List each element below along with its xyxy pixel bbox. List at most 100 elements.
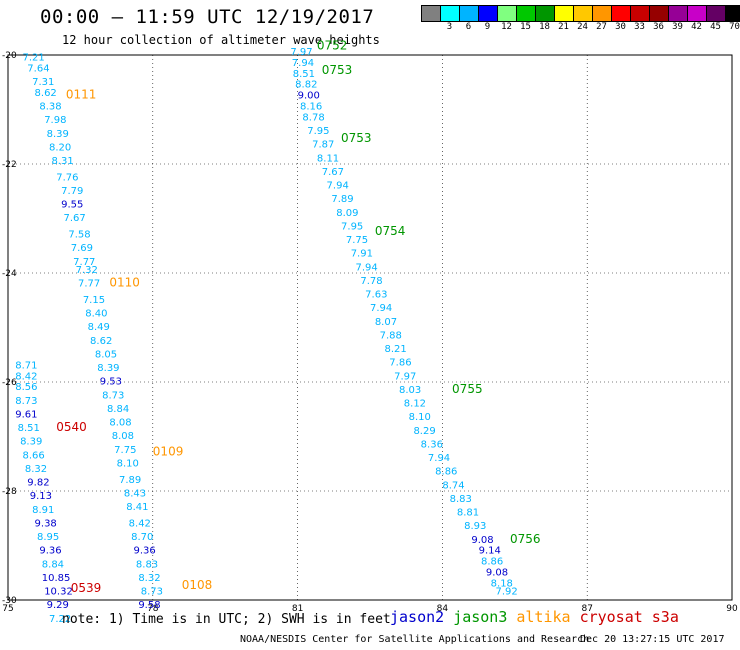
legend-label: 24 — [577, 22, 588, 32]
swh-value-cryosat: 8.71 — [15, 360, 37, 371]
legend-swatch — [479, 6, 498, 21]
swh-value-cryosat: 8.42 — [15, 371, 37, 382]
x-tick-label: 75 — [2, 604, 13, 614]
legend-label: 36 — [653, 22, 664, 32]
swh-value-altika: 8.70 — [131, 532, 153, 543]
footer-credit: NOAA/NESDIS Center for Satellite Applica… — [240, 634, 590, 645]
legend-label: 15 — [520, 22, 531, 32]
y-tick-label: -24 — [2, 269, 17, 279]
swh-value-altika: 8.42 — [129, 518, 151, 529]
swh-value-altika: 8.73 — [102, 390, 124, 401]
legend-label: 21 — [558, 22, 569, 32]
swh-value-jason3: 9.14 — [479, 546, 501, 557]
legend-swatch — [517, 6, 536, 21]
satellite-label-altika: altika — [516, 608, 571, 626]
swh-value-altika: 7.79 — [61, 186, 83, 197]
swh-value-altika: 8.38 — [39, 102, 61, 113]
legend-swatch — [593, 6, 612, 21]
swh-value-altika: 8.39 — [47, 129, 69, 140]
swh-value-jason3: 8.81 — [457, 508, 479, 519]
swh-value-altika: 8.31 — [51, 156, 73, 167]
swh-value-cryosat: 9.82 — [27, 478, 49, 489]
legend-swatch — [441, 6, 460, 21]
swh-value-altika: 8.73 — [141, 587, 163, 598]
swh-value-jason3: 8.07 — [375, 317, 397, 328]
swh-value-cryosat: 8.39 — [20, 437, 42, 448]
satellite-legend: jason2 jason3 altika cryosat s3a — [390, 608, 688, 626]
legend-label: 9 — [484, 22, 491, 32]
swh-value-altika: 7.77 — [78, 279, 100, 290]
time-label-jason3: 0756 — [510, 532, 541, 546]
x-tick-label: 78 — [147, 604, 159, 614]
swh-value-altika: 8.41 — [126, 502, 148, 513]
swh-value-jason3: 7.95 — [341, 221, 363, 232]
swh-value-altika: 8.40 — [85, 309, 107, 320]
legend-label: 42 — [691, 22, 702, 32]
swh-value-jason3: 8.21 — [384, 344, 406, 355]
swh-value-jason3: 8.36 — [421, 439, 443, 450]
swh-value-jason3: 9.00 — [298, 91, 320, 102]
y-tick-label: -30 — [2, 596, 17, 606]
swh-value-altika: 8.43 — [124, 488, 146, 499]
swh-value-jason3: 8.11 — [317, 153, 339, 164]
swh-value-jason3: 7.97 — [394, 371, 416, 382]
legend-swatch — [536, 6, 555, 21]
legend-label: 70 — [729, 22, 740, 32]
swh-value-jason3: 7.67 — [322, 167, 344, 178]
swh-value-cryosat: 9.29 — [47, 600, 69, 611]
x-tick-label: 84 — [437, 604, 449, 614]
swh-value-cryosat: 8.73 — [15, 396, 37, 407]
swh-value-jason3: 8.03 — [399, 385, 421, 396]
swh-value-cryosat: 9.61 — [15, 409, 37, 420]
swh-value-altika: 9.36 — [133, 546, 155, 557]
swh-value-cryosat: 8.32 — [25, 464, 47, 475]
swh-value-jason3: 8.18 — [491, 578, 513, 589]
swh-value-jason3: 7.91 — [351, 249, 373, 260]
time-label-altika: 0111 — [66, 88, 97, 102]
swh-value-jason3: 8.93 — [464, 521, 486, 532]
swh-value-jason3: 7.94 — [370, 303, 392, 314]
swh-value-altika: 7.67 — [64, 213, 86, 224]
satellite-label-s3a: s3a — [651, 608, 679, 626]
swh-value-jason3: 9.08 — [471, 535, 493, 546]
legend-swatch — [726, 6, 740, 21]
swh-value-jason3: 8.86 — [435, 467, 457, 478]
swh-value-altika: 8.08 — [109, 418, 131, 429]
legend-swatch — [422, 6, 441, 21]
swh-value-cryosat: 8.66 — [22, 450, 44, 461]
swh-value-cryosat: 9.36 — [39, 546, 61, 557]
swh-value-cryosat: 9.38 — [35, 518, 57, 529]
swh-value-jason3: 7.87 — [312, 140, 334, 151]
swh-value-jason3: 7.94 — [428, 453, 450, 464]
time-label-altika: 0109 — [153, 445, 184, 459]
legend-label: 33 — [634, 22, 645, 32]
swh-value-altika: 9.53 — [100, 377, 122, 388]
swh-value-jason3: 9.08 — [486, 567, 508, 578]
time-label-jason3: 0754 — [375, 224, 406, 238]
swh-value-jason3: 7.95 — [307, 126, 329, 137]
page-subtitle: 12 hour collection of altimeter wave hei… — [62, 33, 380, 47]
swh-value-altika: 7.32 — [76, 265, 98, 276]
swh-value-cryosat: 9.13 — [30, 491, 52, 502]
swh-value-jason3: 7.88 — [380, 330, 402, 341]
swh-value-altika: 8.39 — [97, 363, 119, 374]
legend-swatch — [688, 6, 707, 21]
y-tick-label: -22 — [2, 160, 17, 170]
legend-swatch — [650, 6, 669, 21]
swh-value-altika: 7.89 — [119, 475, 141, 486]
time-label-altika: 0108 — [182, 578, 213, 592]
swh-value-altika: 8.08 — [112, 431, 134, 442]
legend-swatch — [498, 6, 517, 21]
swh-value-cryosat: 8.84 — [42, 559, 64, 570]
swh-value-altika: 9.55 — [61, 200, 83, 211]
swh-value-altika: 8.20 — [49, 142, 71, 153]
swh-value-cryosat: 8.95 — [37, 532, 59, 543]
legend-label: 18 — [539, 22, 550, 32]
time-label-jason3: 0753 — [322, 63, 353, 77]
y-tick-label: -20 — [2, 51, 17, 61]
swh-value-jason3: 7.75 — [346, 235, 368, 246]
swh-value-altika: 8.10 — [117, 458, 139, 469]
legend-swatch — [612, 6, 631, 21]
time-label-altika: 0110 — [109, 276, 140, 290]
